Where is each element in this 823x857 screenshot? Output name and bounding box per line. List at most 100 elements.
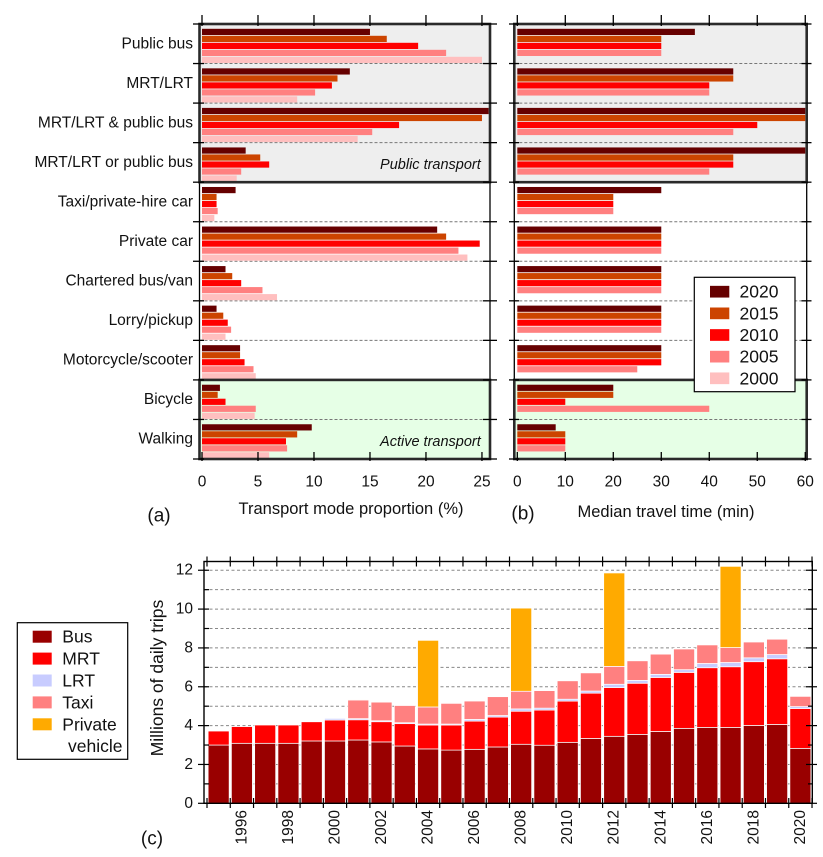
bar-segment-1996-mrt [231, 726, 253, 744]
bar-public-bus-2005 [517, 49, 662, 56]
bar-walking-2010 [517, 438, 566, 445]
bar-segment-2002-private-vehicle [370, 701, 393, 703]
x-tick-label: 20 [605, 474, 623, 491]
bar-segment-2001-taxi [347, 699, 370, 719]
legend-swatch-private-vehicle [32, 718, 52, 731]
bar-segment-2001-mrt [347, 719, 370, 741]
bar-lorry-pickup-2005 [517, 326, 662, 333]
bar-walking-2005 [202, 445, 288, 452]
y-tick-label: 8 [184, 639, 193, 656]
bar-mrt-lrt-or-public-bus-2020 [202, 147, 246, 154]
bar-motorcycle-scooter-2020 [202, 345, 241, 352]
y-tick-label: 12 [176, 562, 193, 579]
bar-chartered-bus-van-2000 [202, 294, 278, 301]
bar-segment-2018-bus [742, 725, 765, 804]
bar-mrt-lrt-2010 [517, 82, 710, 89]
bar-taxi-private-hire-car-2005 [517, 207, 614, 215]
bar-segment-1998-bus [277, 742, 300, 804]
x-tick-label: 1996 [233, 810, 250, 844]
bar-mrt-lrt-or-public-bus-2015 [517, 154, 734, 161]
bar-segment-2008-taxi [510, 690, 532, 710]
bar-motorcycle-scooter-2010 [202, 359, 245, 366]
category-label-walking: Walking [138, 431, 193, 448]
legend-swatch-2020 [710, 285, 730, 298]
bar-mrt-lrt-or-public-bus-2020 [517, 147, 806, 154]
bar-motorcycle-scooter-2020 [517, 345, 662, 352]
bar-motorcycle-scooter-2015 [517, 352, 662, 359]
bar-segment-2020-private-vehicle [789, 695, 812, 697]
legend-swatch-2015 [710, 307, 730, 320]
bar-mrt-lrt-public-bus-2010 [517, 121, 758, 129]
bar-segment-2005-taxi [440, 702, 463, 725]
legend-label-mrt: MRT [62, 649, 100, 669]
bar-segment-1999-mrt [300, 721, 323, 742]
bar-segment-2004-private-vehicle [417, 640, 439, 708]
bar-motorcycle-scooter-2005 [202, 366, 254, 373]
bar-segment-1996-bus [231, 742, 253, 804]
x-axis-label: Transport mode proportion (%) [239, 500, 464, 518]
bar-private-car-2020 [202, 226, 438, 233]
bar-segment-2018-private-vehicle [742, 640, 765, 643]
bar-private-car-2005 [202, 247, 459, 254]
bar-taxi-private-hire-car-2020 [202, 186, 236, 194]
bar-segment-2016-lrt [696, 663, 719, 669]
bar-bicycle-2015 [517, 391, 614, 398]
category-label-mrt-lrt-or-public-bus: MRT/LRT or public bus [34, 154, 193, 171]
bar-bicycle-2020 [202, 384, 220, 391]
bar-mrt-lrt-public-bus-2020 [202, 107, 489, 115]
bar-segment-2018-mrt [742, 661, 765, 726]
bar-segment-2020-bus [789, 747, 812, 804]
bar-chartered-bus-van-2020 [517, 266, 662, 273]
bar-segment-2009-private-vehicle [533, 689, 556, 692]
bar-bicycle-2010 [517, 398, 566, 405]
bar-segment-2009-mrt [533, 709, 556, 746]
bar-segment-2000-bus [324, 740, 346, 804]
bar-segment-2008-bus [510, 743, 532, 804]
bar-mrt-lrt-2015 [202, 75, 338, 82]
legend-swatch-2005 [710, 350, 730, 363]
bar-segment-2002-taxi [370, 701, 393, 722]
bar-segment-2012-private-vehicle [603, 572, 626, 667]
bar-lorry-pickup-2010 [202, 319, 228, 326]
x-tick-label: 2018 [745, 810, 762, 844]
bar-mrt-lrt-2020 [517, 68, 734, 75]
bar-segment-2002-bus [370, 741, 393, 804]
bar-segment-2010-bus [556, 741, 579, 804]
y-tick-label: 10 [176, 601, 194, 618]
bar-walking-2015 [202, 431, 298, 438]
bar-bicycle-2020 [517, 384, 614, 391]
legend-swatch-2000 [710, 372, 730, 385]
bar-segment-2017-private-vehicle [719, 566, 742, 648]
legend-label-private-vehicle-line: vehicle [68, 736, 122, 756]
bar-public-bus-2000 [202, 56, 482, 63]
x-axis-label: Median travel time (min) [578, 503, 755, 521]
bar-segment-2014-mrt [649, 677, 672, 732]
x-tick-label: 2010 [559, 810, 576, 845]
bar-segment-2013-bus [626, 734, 649, 804]
bar-walking-2020 [202, 424, 312, 431]
bar-segment-2015-private-vehicle [673, 647, 695, 650]
bar-segment-2006-private-vehicle [463, 700, 486, 702]
bar-motorcycle-scooter-2010 [517, 359, 662, 366]
bar-segment-2018-lrt [742, 657, 765, 663]
bar-segment-2010-mrt [556, 700, 579, 743]
bar-segment-2015-taxi [673, 648, 695, 671]
bar-segment-2014-private-vehicle [649, 653, 672, 655]
x-tick-label: 60 [797, 474, 815, 491]
x-tick-label: 25 [473, 474, 490, 491]
legend-label-bus: Bus [62, 627, 92, 647]
bar-segment-2012-bus [603, 735, 626, 804]
bar-lorry-pickup-2020 [202, 305, 217, 312]
bar-lorry-pickup-2020 [517, 305, 662, 312]
bar-segment-2008-mrt [510, 710, 532, 745]
bar-bicycle-2000 [202, 412, 255, 419]
bar-segment-2007-bus [487, 746, 509, 804]
bar-segment-2013-mrt [626, 682, 649, 735]
x-tick-label: 2004 [420, 810, 437, 845]
legend-swatch-taxi [32, 696, 52, 709]
bar-private-car-2015 [517, 233, 662, 240]
bar-taxi-private-hire-car-2015 [202, 193, 217, 201]
bar-mrt-lrt-public-bus-2020 [517, 107, 806, 115]
bar-taxi-private-hire-car-2015 [517, 193, 614, 201]
y-tick-label: 0 [184, 795, 193, 812]
